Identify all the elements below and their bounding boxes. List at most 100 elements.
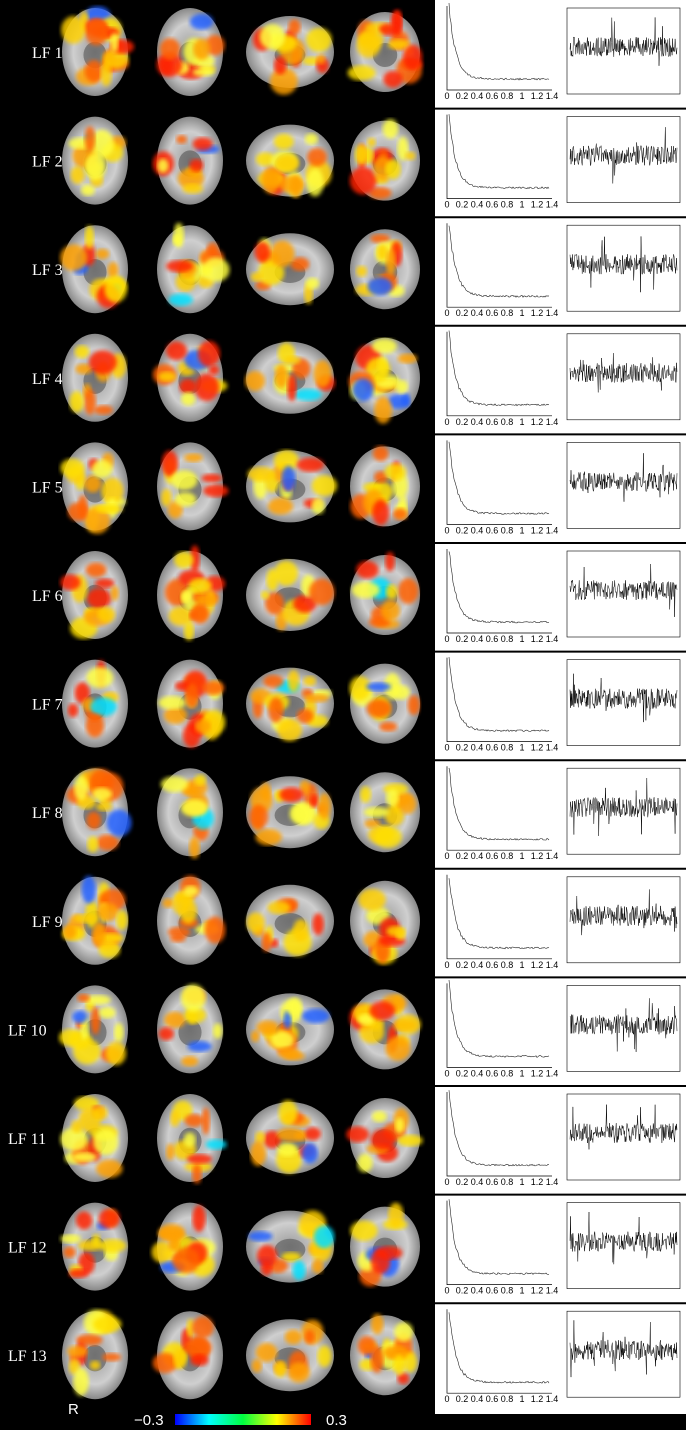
- activation-blob: [85, 714, 104, 738]
- activation-blob: [176, 135, 187, 144]
- spectrum-tick-label: 0: [444, 417, 449, 427]
- activation-blob: [385, 159, 401, 180]
- activation-blob: [183, 1007, 207, 1023]
- spectrum-tick-label: 1: [519, 1177, 524, 1187]
- activation-blob: [283, 1010, 292, 1029]
- activation-blob: [302, 1008, 330, 1024]
- activation-blob: [81, 184, 95, 196]
- spectrum-tick-label: 0.6: [486, 1286, 499, 1296]
- activation-blob: [182, 183, 203, 194]
- activation-blob: [98, 1208, 120, 1229]
- activation-blob: [73, 1038, 101, 1065]
- spectrum-tick-label: 0.6: [486, 1068, 499, 1078]
- activation-blob: [265, 592, 284, 615]
- activation-blob: [356, 265, 367, 277]
- spectrum-tick-label: 0.6: [486, 851, 499, 861]
- spectrum-tick-label: 1.2: [531, 851, 544, 861]
- activation-blob: [254, 241, 271, 263]
- activation-blob: [60, 574, 81, 591]
- activation-blob: [311, 475, 338, 497]
- activation-blob: [374, 826, 402, 848]
- activation-blob: [398, 578, 419, 604]
- activation-blob: [60, 1127, 88, 1151]
- spectrum-tick-label: 1.4: [546, 634, 559, 644]
- activation-blob: [311, 497, 325, 515]
- spectrum-tick-label: 0.6: [486, 525, 499, 535]
- activation-blob: [371, 1111, 387, 1123]
- activation-blob: [285, 356, 301, 365]
- activation-blob: [60, 458, 85, 478]
- spectrum-tick-label: 0.4: [471, 417, 484, 427]
- spectrum-tick-label: 0.8: [501, 308, 514, 318]
- spectrum-tick-label: 0: [444, 960, 449, 970]
- activation-blob: [356, 560, 379, 579]
- activation-blob: [86, 667, 114, 688]
- activation-blob: [273, 56, 287, 75]
- activation-blob: [403, 1352, 417, 1373]
- activation-blob: [374, 396, 392, 424]
- spectrum-tick-label: 0.6: [486, 91, 499, 101]
- activation-blob: [294, 388, 322, 401]
- activation-blob: [386, 584, 398, 600]
- activation-blob: [276, 1127, 305, 1142]
- activation-blob: [302, 1142, 318, 1164]
- activation-blob: [74, 775, 89, 801]
- activation-blob: [166, 260, 194, 273]
- activation-blob: [69, 391, 85, 413]
- timeseries-box: [566, 659, 681, 746]
- brain-slice: [246, 559, 335, 631]
- spectrum-tick-label: 0.6: [486, 960, 499, 970]
- activation-blob: [96, 802, 113, 812]
- activation-blob: [161, 450, 179, 477]
- spectrum-tick-label: 0.4: [471, 1394, 484, 1404]
- activation-blob: [196, 593, 219, 606]
- activation-blob: [290, 175, 302, 198]
- spectrum-tick-label: 0.6: [486, 308, 499, 318]
- activation-blob: [259, 24, 285, 50]
- activation-blob: [255, 1343, 278, 1363]
- spectrum-axes: [446, 114, 552, 199]
- timeseries-line: [569, 1104, 678, 1150]
- spectrum-tick-label: 1.2: [531, 417, 544, 427]
- activation-blob: [192, 137, 213, 151]
- activation-blob: [72, 1010, 88, 1024]
- activation-blob: [187, 1154, 213, 1164]
- spectrum-tick-label: 0.8: [501, 1177, 514, 1187]
- activation-blob: [256, 1244, 278, 1267]
- timeseries-line: [569, 453, 678, 502]
- activation-blob: [68, 1269, 89, 1278]
- activation-blob: [287, 374, 297, 402]
- activation-blob: [351, 581, 380, 599]
- activation-blob: [404, 151, 416, 161]
- timeseries-box: [566, 224, 681, 312]
- activation-blob: [310, 794, 319, 808]
- spectrum-tick-label: 1: [519, 1286, 524, 1296]
- activation-blob: [357, 1013, 375, 1026]
- spectrum-axes: [446, 440, 552, 525]
- activation-blob: [385, 1036, 411, 1061]
- activation-blob: [189, 836, 200, 859]
- spectrum-tick-label: 0.8: [501, 417, 514, 427]
- spectrum-tick-label: 1.2: [531, 743, 544, 753]
- activation-blob: [304, 1329, 315, 1344]
- spectrum-axes: [446, 766, 552, 851]
- timeseries-line: [569, 673, 678, 723]
- brain-core: [83, 1345, 107, 1372]
- activation-blob: [77, 993, 90, 1003]
- spectrum-tick-label: 0.4: [471, 308, 484, 318]
- activation-blob: [381, 599, 400, 622]
- spectrum-tick-label: 0.4: [471, 91, 484, 101]
- spectrum-tick-label: 0: [444, 851, 449, 861]
- activation-blob: [212, 1023, 223, 1039]
- activation-blob: [274, 450, 299, 472]
- activation-blob: [192, 1205, 206, 1232]
- activation-blob: [394, 1014, 421, 1035]
- activation-blob: [84, 59, 104, 83]
- activation-blob: [181, 984, 206, 1012]
- activation-blob: [284, 1329, 303, 1345]
- spectrum-tick-label: 0.4: [471, 200, 484, 210]
- activation-blob: [354, 144, 368, 165]
- activation-blob: [84, 389, 96, 415]
- activation-blob: [91, 459, 113, 479]
- timeseries-line: [569, 17, 678, 66]
